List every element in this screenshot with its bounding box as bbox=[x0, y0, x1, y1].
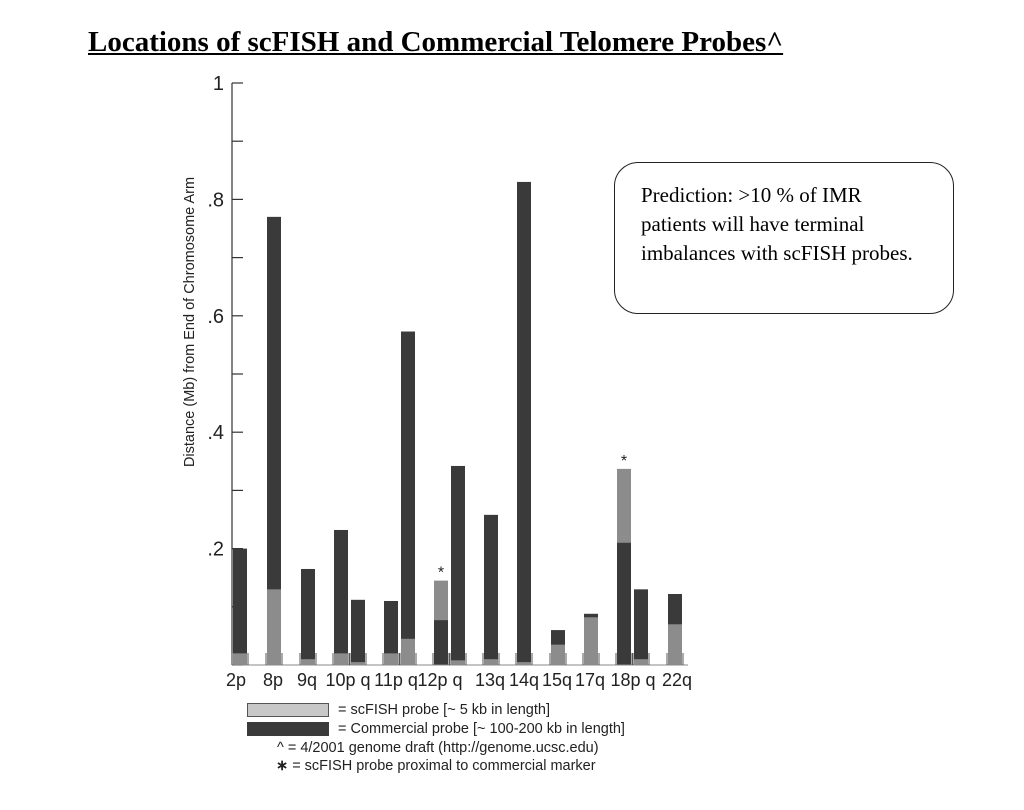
x-tick-label: 12p q bbox=[417, 670, 462, 690]
scfish-probe-bar bbox=[401, 638, 415, 665]
x-tick-label: 15q bbox=[542, 670, 572, 690]
scfish-probe-bar bbox=[584, 617, 598, 665]
y-tick-label: .2 bbox=[207, 539, 224, 561]
bar-14q-q bbox=[517, 181, 531, 665]
commercial-probe-bar bbox=[334, 529, 348, 665]
bar-13q-q bbox=[484, 514, 498, 665]
bar-12pq-q bbox=[451, 465, 465, 665]
bar-18pq-q bbox=[634, 589, 648, 665]
slide-title: Locations of scFISH and Commercial Telom… bbox=[88, 26, 784, 58]
x-tick-label: 17q bbox=[575, 670, 605, 690]
prediction-text: Prediction: >10 % of IMR patients will h… bbox=[641, 183, 913, 265]
bar-10pq-p bbox=[334, 529, 348, 665]
legend-swatch-commercial bbox=[247, 722, 329, 736]
scfish-probe-bar bbox=[334, 653, 348, 665]
x-tick-label: 2p bbox=[226, 670, 246, 690]
scfish-probe-bar bbox=[668, 624, 682, 665]
commercial-probe-bar bbox=[434, 620, 448, 665]
asterisk-icon: ∗ bbox=[276, 758, 289, 774]
prediction-callout: Prediction: >10 % of IMR patients will h… bbox=[614, 162, 954, 314]
commercial-probe-bar bbox=[233, 548, 247, 665]
scfish-probe-bar bbox=[351, 662, 365, 665]
x-tick-label: 13q bbox=[475, 670, 505, 690]
legend-label-commercial: = Commercial probe [~ 100-200 kb in leng… bbox=[338, 721, 625, 737]
bar-8p-p bbox=[267, 216, 281, 666]
commercial-probe-bar bbox=[617, 542, 631, 665]
commercial-probe-bar bbox=[301, 568, 315, 665]
legend-swatch-scfish bbox=[247, 703, 329, 717]
commercial-probe-bar bbox=[267, 216, 281, 666]
x-tick-label: 10p q bbox=[325, 670, 370, 690]
bars: ** bbox=[233, 181, 682, 666]
y-tick-label: 1 bbox=[213, 73, 224, 95]
scfish-probe-bar bbox=[384, 653, 398, 665]
bar-2p-p bbox=[233, 548, 247, 665]
bar-22q-q bbox=[668, 593, 682, 665]
commercial-probe-bar bbox=[484, 514, 498, 665]
y-tick-label: .4 bbox=[207, 422, 224, 444]
legend-label-scfish: = scFISH probe [~ 5 kb in length] bbox=[338, 702, 550, 718]
y-axis-label: Distance (Mb) from End of Chromosome Arm bbox=[182, 177, 198, 467]
x-axis: 2p 8p 9q 10p q 11p q 12p q 13q 14q 15q 17q 18p q 22… bbox=[226, 653, 692, 690]
commercial-probe-bar bbox=[451, 465, 465, 665]
scfish-probe-bar bbox=[634, 659, 648, 665]
legend-note-genome-draft: ^ = 4/2001 genome draft (http://genome.u… bbox=[277, 740, 599, 756]
scfish-probe-bar bbox=[517, 662, 531, 665]
x-tick-label: 9q bbox=[297, 670, 317, 690]
proximal-marker-asterisk: * bbox=[438, 565, 444, 582]
commercial-probe-bar bbox=[517, 181, 531, 665]
scfish-probe-bar bbox=[484, 659, 498, 665]
scfish-probe-bar bbox=[267, 589, 281, 665]
x-tick-label: 8p bbox=[263, 670, 283, 690]
y-tick-label: .8 bbox=[207, 189, 224, 211]
x-tick-label: 22q bbox=[662, 670, 692, 690]
scfish-probe-bar bbox=[233, 653, 247, 665]
bar-11pq-p bbox=[384, 600, 398, 665]
bar-10pq-q bbox=[351, 599, 365, 665]
scfish-probe-bar bbox=[551, 644, 565, 665]
commercial-probe-bar bbox=[634, 589, 648, 665]
bar-9q-q bbox=[301, 568, 315, 665]
x-tick-label: 11p q bbox=[374, 670, 418, 690]
commercial-probe-bar bbox=[401, 331, 415, 665]
bar-12pq-p: * bbox=[434, 565, 448, 665]
bar-17q-q bbox=[584, 613, 598, 665]
legend-note-asterisk-row: ∗ = scFISH probe proximal to commercial … bbox=[276, 758, 596, 774]
bar-15q-q bbox=[551, 630, 565, 665]
legend-note-asterisk: = scFISH probe proximal to commercial ma… bbox=[292, 758, 596, 774]
commercial-probe-bar bbox=[351, 599, 365, 665]
scfish-probe-bar bbox=[301, 659, 315, 665]
y-tick-label: .6 bbox=[207, 306, 224, 328]
bar-18pq-p: * bbox=[617, 453, 631, 665]
scfish-probe-bar bbox=[451, 660, 465, 665]
bar-11pq-q bbox=[401, 331, 415, 665]
x-tick-label: 14q bbox=[509, 670, 539, 690]
y-axis: 1 .8 .6 .4 .2 bbox=[207, 73, 243, 666]
commercial-probe-bar bbox=[384, 600, 398, 665]
x-tick-label: 18p q bbox=[610, 670, 655, 690]
proximal-marker-asterisk: * bbox=[621, 453, 627, 470]
